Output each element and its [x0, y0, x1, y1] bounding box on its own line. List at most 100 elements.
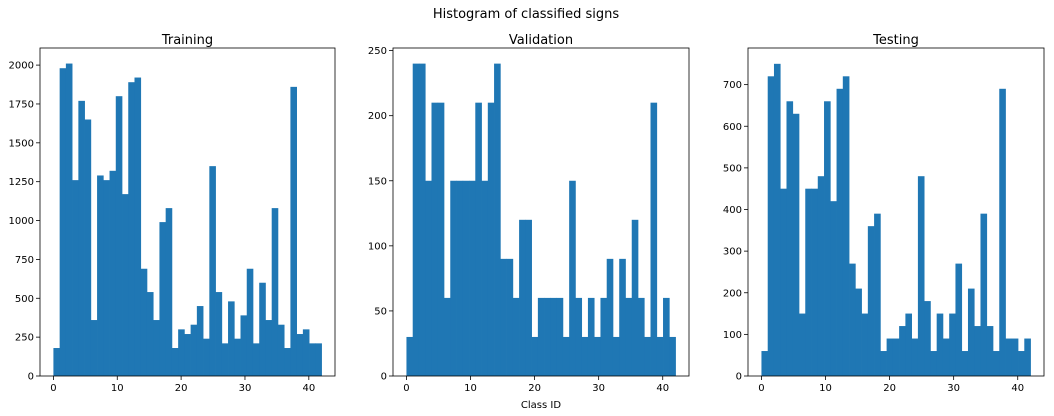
training-bar	[221, 343, 229, 376]
testing-x-tick-label: 40	[1011, 383, 1024, 394]
testing-bar	[911, 338, 919, 376]
testing-bar	[786, 101, 794, 376]
training-y-tick-label: 1500	[9, 138, 34, 149]
training-bar	[302, 329, 310, 376]
testing-bar	[773, 63, 781, 376]
training-panel-title: Training	[161, 33, 213, 48]
testing-bar	[867, 226, 875, 376]
training-y-tick-label: 2000	[9, 61, 34, 72]
testing-bar	[836, 88, 844, 376]
figure-suptitle: Histogram of classified signs	[433, 7, 620, 22]
training-bar	[284, 348, 291, 376]
validation-bar	[469, 180, 476, 376]
training-x-tick-label: 0	[50, 383, 56, 394]
training-bar	[97, 175, 104, 376]
training-axes-frame	[39, 47, 336, 377]
training-bar	[65, 63, 73, 377]
testing-bar	[942, 338, 950, 376]
validation-bar	[556, 297, 564, 376]
training-bar	[59, 68, 67, 377]
training-bar	[140, 268, 148, 376]
testing-bar	[842, 76, 850, 377]
validation-bar	[494, 63, 501, 377]
testing-bar	[917, 176, 925, 376]
testing-bar	[861, 313, 869, 376]
validation-y-tick-label: 100	[368, 241, 387, 252]
training-bar	[78, 100, 85, 376]
validation-bar	[425, 180, 432, 376]
training-bar	[115, 96, 123, 376]
validation-bar	[575, 297, 583, 376]
testing-bar	[974, 326, 981, 376]
testing-bar	[855, 288, 862, 376]
training-bar	[165, 208, 173, 376]
validation-x-tick-label: 10	[464, 383, 477, 394]
testing-bar	[817, 176, 825, 376]
testing-bar	[1005, 338, 1013, 376]
validation-bar	[481, 180, 489, 376]
training-bar	[259, 282, 266, 376]
training-bar	[178, 329, 185, 376]
training-y-tick-label: 1000	[9, 216, 34, 227]
validation-bar	[663, 297, 670, 376]
testing-bar	[874, 213, 881, 376]
validation-panel-title: Validation	[509, 33, 573, 48]
validation-y-tick-label: 0	[381, 372, 387, 383]
training-bar	[228, 301, 235, 376]
training-bar	[271, 208, 279, 376]
validation-bar	[431, 102, 439, 377]
validation-bar	[544, 297, 551, 376]
validation-bar	[644, 336, 651, 376]
testing-y-tick-label: 300	[723, 247, 742, 258]
training-y-tick-label: 0	[28, 372, 34, 383]
training-bar	[246, 268, 254, 376]
training-y-tick-label: 1750	[9, 99, 34, 110]
validation-bar	[537, 297, 545, 376]
training-bar	[209, 166, 216, 376]
validation-bar	[456, 180, 464, 376]
validation-bar	[418, 63, 426, 377]
training-bar	[234, 338, 241, 376]
validation-bar	[650, 102, 658, 377]
validation-bar	[631, 219, 639, 376]
validation-axes-frame	[392, 47, 690, 377]
training-x-tick-label: 30	[239, 383, 252, 394]
training-y-tick-label: 250	[15, 333, 34, 344]
training-bar	[84, 119, 92, 376]
validation-x-tick-label: 30	[592, 383, 605, 394]
testing-bar	[805, 188, 812, 376]
training-bar	[252, 343, 260, 376]
validation-y-tick-label: 50	[374, 306, 387, 317]
training-histogram-panel: 0 10 20 30 40 0 250 500 750 1000 1250 1500 1750 2000 T…	[9, 33, 336, 394]
validation-bar	[512, 297, 520, 376]
testing-bar	[955, 263, 963, 376]
testing-x-tick-label: 10	[819, 383, 832, 394]
training-bar	[296, 334, 304, 376]
validation-bar	[462, 180, 470, 376]
training-bar	[134, 77, 142, 376]
validation-bar	[612, 336, 620, 376]
training-bar	[277, 324, 285, 376]
testing-bar	[892, 338, 900, 376]
training-y-tick-label: 750	[15, 255, 34, 266]
training-bar	[215, 292, 223, 376]
validation-bar	[656, 336, 664, 376]
testing-x-tick-label: 30	[947, 383, 960, 394]
training-bar	[153, 320, 160, 376]
testing-bar	[905, 313, 912, 376]
training-x-tick-label: 20	[175, 383, 188, 394]
testing-bar	[999, 88, 1006, 376]
validation-bar	[550, 297, 557, 376]
testing-y-tick-label: 600	[723, 122, 742, 133]
training-bar	[190, 324, 198, 376]
validation-histogram-panel: 0 10 20 30 40 0 50 100 150 200 250 Validation Class …	[368, 33, 690, 411]
testing-bar	[880, 351, 887, 376]
testing-bar	[849, 263, 856, 376]
testing-y-tick-label: 400	[723, 205, 742, 216]
validation-x-tick-label: 20	[528, 383, 541, 394]
testing-bar	[1011, 338, 1019, 376]
validation-bar	[525, 219, 532, 376]
validation-bar	[606, 258, 614, 376]
validation-x-tick-label: 40	[656, 383, 669, 394]
